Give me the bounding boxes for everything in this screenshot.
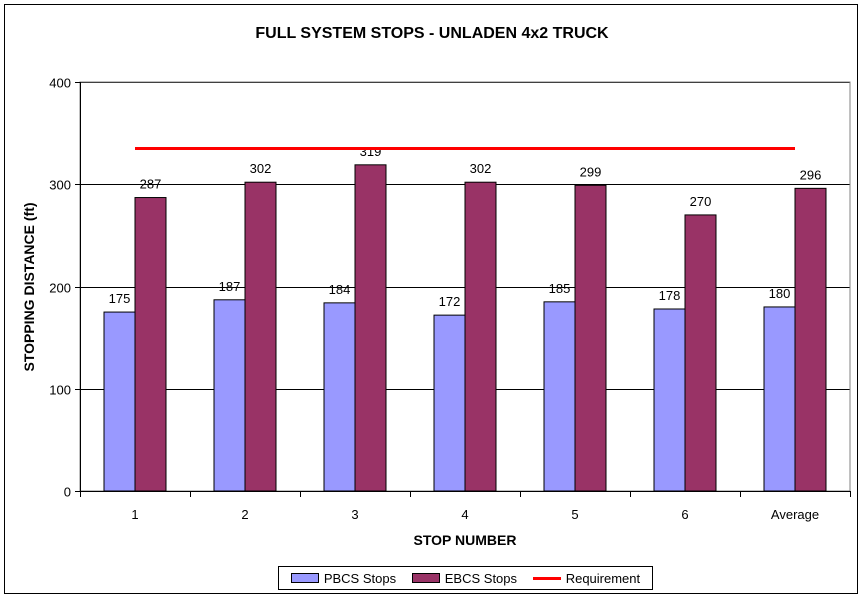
bar-ebcs <box>684 214 717 492</box>
y-tick-label: 200 <box>49 281 71 296</box>
data-label-ebcs: 270 <box>690 194 712 209</box>
legend-swatch-pbcs <box>290 573 319 583</box>
bar-pbcs <box>323 302 356 492</box>
bar-ebcs <box>354 164 387 492</box>
legend: PBCS Stops EBCS Stops Requirement <box>278 566 653 590</box>
legend-label-ebcs: EBCS Stops <box>444 570 518 586</box>
chart-title: FULL SYSTEM STOPS - UNLADEN 4x2 TRUCK <box>255 25 609 42</box>
legend-label-requirement: Requirement <box>565 570 641 586</box>
data-label-ebcs: 302 <box>250 161 272 176</box>
y-tick-label: 0 <box>64 485 71 500</box>
data-label-pbcs: 187 <box>219 279 241 294</box>
x-axis-label: STOP NUMBER <box>414 532 517 548</box>
legend-item-requirement: Requirement <box>532 570 641 586</box>
bar-ebcs <box>794 187 827 492</box>
data-label-pbcs: 184 <box>329 282 351 297</box>
x-tick-label: 6 <box>681 507 688 522</box>
legend-line-requirement <box>532 576 561 580</box>
legend-swatch-ebcs <box>411 573 440 583</box>
x-tick-label: Average <box>771 507 819 522</box>
legend-label-pbcs: PBCS Stops <box>323 570 397 586</box>
bar-pbcs <box>103 311 136 492</box>
y-tick-label: 100 <box>49 383 71 398</box>
bar-ebcs <box>464 181 497 492</box>
bars-group: 175 287 187 302 184 319 172 302 185 299 178 270 180 2… <box>103 144 827 492</box>
x-tick-label: 1 <box>131 507 138 522</box>
x-tick-label: 5 <box>571 507 578 522</box>
bar-pbcs <box>763 306 796 492</box>
x-tick-label: 2 <box>241 507 248 522</box>
bar-pbcs <box>433 314 466 492</box>
y-tick-label: 400 <box>49 76 71 91</box>
axes-group: 0 100 200 300 400 1 2 3 4 5 6 Average <box>49 76 851 522</box>
bar-pbcs <box>213 299 246 492</box>
data-label-ebcs: 296 <box>800 167 822 182</box>
data-label-pbcs: 172 <box>439 294 461 309</box>
x-tick-label: 4 <box>461 507 468 522</box>
data-label-ebcs: 319 <box>360 144 382 159</box>
x-tick-label: 3 <box>351 507 358 522</box>
data-label-pbcs: 175 <box>109 291 131 306</box>
y-axis-label: STOPPING DISTANCE (ft) <box>21 202 37 371</box>
data-label-pbcs: 180 <box>769 286 791 301</box>
bar-pbcs <box>653 308 686 492</box>
data-label-ebcs: 302 <box>470 161 492 176</box>
data-label-pbcs: 185 <box>549 281 571 296</box>
bar-ebcs <box>244 181 277 492</box>
bar-pbcs <box>543 301 576 492</box>
data-label-ebcs: 287 <box>140 177 162 192</box>
legend-item-ebcs: EBCS Stops <box>411 570 518 586</box>
data-label-ebcs: 299 <box>580 164 602 179</box>
bar-ebcs <box>574 184 607 492</box>
data-label-pbcs: 178 <box>659 288 681 303</box>
legend-item-pbcs: PBCS Stops <box>290 570 397 586</box>
bar-ebcs <box>134 197 167 492</box>
y-tick-label: 300 <box>49 178 71 193</box>
